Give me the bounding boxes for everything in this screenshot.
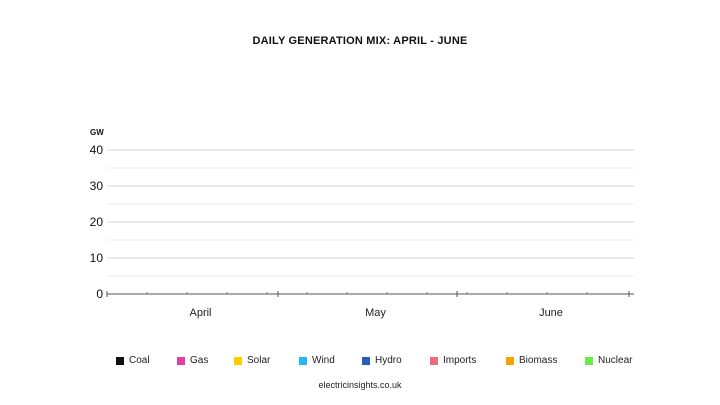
y-tick-label: 0 — [96, 287, 103, 301]
y-axis-unit-label: GW — [90, 128, 104, 137]
chart-title: DAILY GENERATION MIX: APRIL - JUNE — [252, 35, 468, 47]
y-tick-label: 40 — [90, 143, 104, 157]
y-axis: 0 10 20 30 40 — [90, 143, 104, 301]
legend-item-hydro[interactable]: Hydro — [362, 355, 402, 366]
legend-swatch — [585, 356, 593, 365]
source-label: electricinsights.co.uk — [318, 380, 402, 390]
x-axis: April May June — [106, 291, 634, 319]
legend-swatch — [116, 356, 124, 365]
legend-item-gas[interactable]: Gas — [177, 355, 208, 366]
legend-label: Gas — [190, 355, 209, 366]
legend-swatch — [177, 356, 185, 365]
legend-item-biomass[interactable]: Biomass — [506, 355, 557, 366]
legend-swatch — [430, 356, 438, 365]
legend-swatch — [506, 356, 514, 365]
legend-item-nuclear[interactable]: Nuclear — [585, 355, 632, 366]
legend-label: Imports — [443, 355, 477, 366]
legend-item-solar[interactable]: Solar — [234, 355, 270, 366]
legend-swatch — [234, 356, 242, 365]
legend-swatch — [299, 356, 307, 365]
x-tick-label: May — [365, 307, 386, 319]
legend-label: Hydro — [375, 355, 402, 366]
legend-item-coal[interactable]: Coal — [116, 355, 150, 366]
y-tick-label: 30 — [90, 179, 104, 193]
legend-label: Wind — [312, 355, 335, 366]
legend-label: Coal — [129, 355, 150, 366]
legend-item-wind[interactable]: Wind — [299, 355, 335, 366]
gridlines — [107, 149, 634, 277]
legend-item-imports[interactable]: Imports — [430, 355, 476, 366]
legend-label: Biomass — [519, 355, 558, 366]
legend: Coal Gas Solar Wind Hydro Imports Biomass Nucle… — [0, 355, 720, 371]
y-tick-label: 10 — [90, 251, 104, 265]
x-tick-label: April — [189, 307, 211, 319]
y-tick-label: 20 — [90, 215, 104, 229]
legend-label: Solar — [247, 355, 271, 366]
legend-swatch — [362, 356, 370, 365]
legend-label: Nuclear — [598, 355, 633, 366]
x-tick-label: June — [539, 307, 563, 319]
